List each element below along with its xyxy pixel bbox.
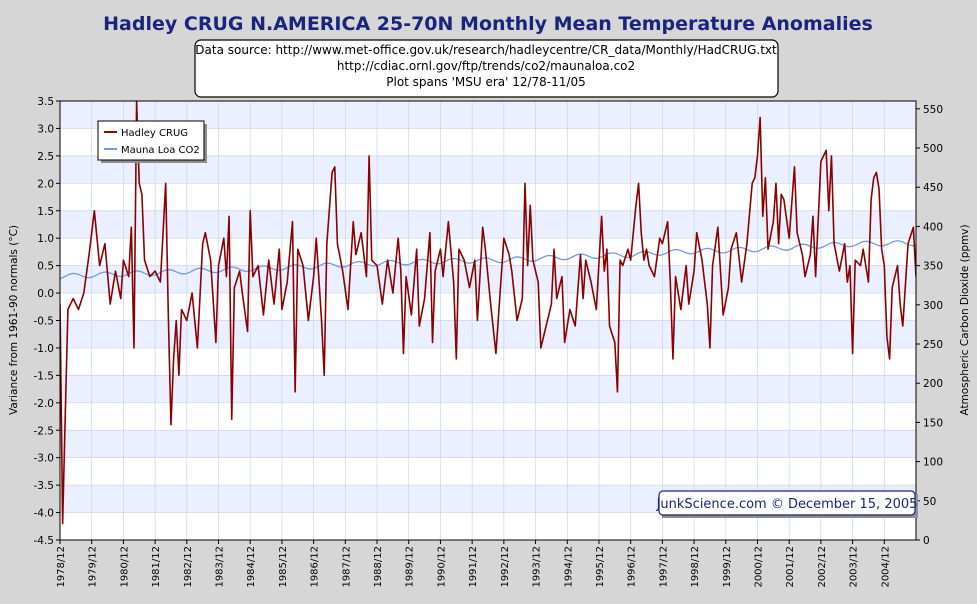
x-tick-label: 1997/12 [658, 546, 669, 588]
subtitle-plot-span: Plot spans 'MSU era' 12/78-11/05 [386, 75, 585, 89]
x-tick-label: 2003/12 [849, 546, 860, 588]
x-tick-label: 1990/12 [436, 546, 447, 588]
x-tick-label: 1998/12 [690, 546, 701, 588]
x-tick-label: 1981/12 [151, 546, 162, 588]
x-tick-label: 1989/12 [405, 546, 416, 588]
x-axis-ticks: 1978/12 1979/12 1980/12 1981/12 1982/12 1983/… [56, 540, 891, 588]
x-tick-label: 2001/12 [785, 546, 796, 588]
y2-tick-label: 200 [923, 378, 943, 390]
x-tick-label: 1999/12 [722, 546, 733, 588]
x-tick-label: 1980/12 [119, 546, 130, 588]
y2-tick-label: 0 [923, 535, 930, 547]
credit-box: JunkScience.com © December 15, 2005 [656, 490, 918, 518]
x-tick-label: 1984/12 [246, 546, 257, 588]
y-tick-label: 3.5 [37, 96, 54, 108]
legend-box [97, 120, 205, 161]
legend-label-mauna-loa-co2: Mauna Loa CO2 [121, 145, 200, 156]
x-tick-label: 1986/12 [310, 546, 321, 588]
y-tick-label: -4.5 [34, 535, 55, 547]
y-tick-label: -3.0 [34, 453, 55, 465]
x-tick-label: 1991/12 [468, 546, 479, 588]
y-tick-label: -2.5 [34, 425, 55, 437]
x-tick-label: 1992/12 [500, 546, 511, 588]
band-8 [60, 320, 916, 348]
y2-tick-label: 50 [923, 496, 936, 508]
x-tick-label: 1979/12 [88, 546, 99, 588]
y-tick-label: -1.0 [34, 343, 55, 355]
y-tick-label: -0.5 [34, 316, 55, 328]
y2-tick-label: 500 [923, 143, 943, 155]
band-12 [60, 430, 916, 458]
credit-text: JunkScience.com © December 15, 2005 [656, 497, 918, 512]
x-tick-label: 1994/12 [563, 546, 574, 588]
band-10 [60, 375, 916, 403]
x-tick-label: 1988/12 [373, 546, 384, 588]
subtitle-data-source: Data source: http://www.met-office.gov.u… [195, 43, 777, 57]
subtitle-box: Data source: http://www.met-office.gov.u… [194, 39, 779, 98]
x-tick-label: 2002/12 [817, 546, 828, 588]
x-tick-label: 1983/12 [215, 546, 226, 588]
y2-tick-label: 450 [923, 182, 943, 194]
y-tick-label: -1.5 [34, 370, 55, 382]
x-tick-label: 1982/12 [183, 546, 194, 588]
y-tick-label: -4.0 [34, 508, 55, 520]
x-tick-label: 1993/12 [532, 546, 543, 588]
y-tick-label: 2.0 [37, 178, 54, 190]
legend-label-hadley-crug: Hadley CRUG [121, 128, 188, 139]
y-axis-left-ticks: 3.5 3.0 2.5 2.0 1.5 1.0 0.5 0.0 -0.5 -1.0 -1.5 -2.0… [34, 96, 60, 547]
y2-tick-label: 250 [923, 339, 943, 351]
x-tick-label: 1985/12 [278, 546, 289, 588]
credit-frame [658, 490, 916, 516]
x-tick-label: 2004/12 [880, 546, 891, 588]
y2-tick-label: 400 [923, 221, 943, 233]
y-tick-label: 2.5 [37, 151, 54, 163]
series-line-hadley-crug [60, 101, 916, 525]
y2-tick-label: 150 [923, 417, 943, 429]
x-tick-label: 1995/12 [595, 546, 606, 588]
y2-tick-label: 350 [923, 261, 943, 273]
y-tick-label: -2.0 [34, 398, 55, 410]
y-axis-right-label: Atmospheric Carbon Dioxide (ppmv) [959, 224, 971, 415]
legend: Hadley CRUG Mauna Loa CO2 [97, 120, 207, 163]
y-tick-label: -3.5 [34, 480, 55, 492]
chart-title: Hadley CRUG N.AMERICA 25-70N Monthly Mea… [103, 13, 873, 35]
series-line-mauna-loa-co2 [60, 240, 916, 280]
subtitle-box-frame [194, 39, 779, 98]
y-tick-label: 1.5 [37, 206, 54, 218]
y2-tick-label: 550 [923, 104, 943, 116]
y-tick-label: 3.0 [37, 123, 54, 135]
y2-tick-label: 100 [923, 457, 943, 469]
x-tick-label: 1987/12 [341, 546, 352, 588]
y-axis-left-label: Variance from 1961-90 normals (°C) [8, 225, 20, 415]
subtitle-co2-source: http://cdiac.ornl.gov/ftp/trends/co2/mau… [337, 59, 635, 73]
x-tick-label: 2000/12 [753, 546, 764, 588]
y-tick-label: 0.0 [37, 288, 54, 300]
x-tick-label: 1978/12 [56, 546, 67, 588]
y-tick-label: 1.0 [37, 233, 54, 245]
y-tick-label: 0.5 [37, 261, 54, 273]
x-tick-label: 1996/12 [627, 546, 638, 588]
y2-tick-label: 300 [923, 300, 943, 312]
